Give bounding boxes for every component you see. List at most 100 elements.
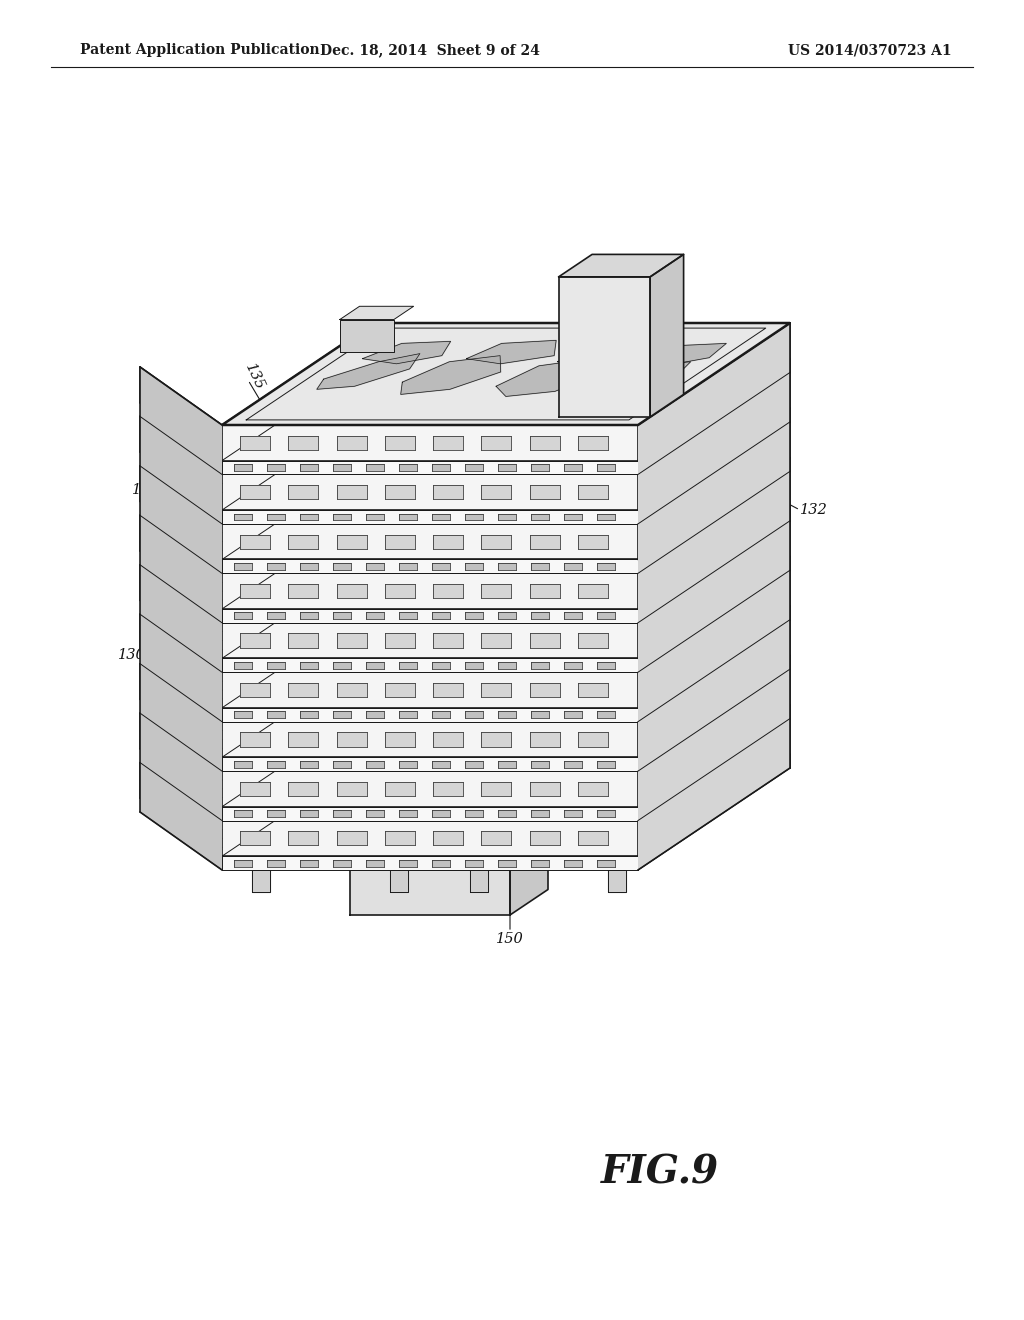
- Polygon shape: [337, 634, 367, 648]
- Polygon shape: [222, 623, 638, 659]
- Polygon shape: [531, 859, 549, 866]
- Polygon shape: [288, 634, 318, 648]
- Polygon shape: [432, 859, 451, 866]
- Polygon shape: [234, 513, 252, 520]
- Polygon shape: [498, 612, 516, 619]
- Polygon shape: [597, 859, 615, 866]
- Polygon shape: [465, 810, 483, 817]
- Polygon shape: [529, 535, 560, 549]
- Polygon shape: [385, 535, 415, 549]
- Polygon shape: [140, 664, 222, 758]
- Text: 135b: 135b: [417, 355, 445, 395]
- Polygon shape: [333, 562, 351, 570]
- Polygon shape: [222, 408, 790, 510]
- Polygon shape: [465, 760, 483, 768]
- Polygon shape: [234, 661, 252, 669]
- Polygon shape: [267, 810, 286, 817]
- Polygon shape: [333, 661, 351, 669]
- Polygon shape: [234, 859, 252, 866]
- Polygon shape: [140, 466, 222, 560]
- Polygon shape: [638, 323, 790, 870]
- Polygon shape: [366, 859, 384, 866]
- Polygon shape: [481, 535, 511, 549]
- Polygon shape: [481, 781, 511, 796]
- Polygon shape: [597, 562, 615, 570]
- Polygon shape: [399, 562, 418, 570]
- Polygon shape: [385, 832, 415, 846]
- Polygon shape: [333, 859, 351, 866]
- Polygon shape: [559, 255, 684, 277]
- Text: 132: 132: [800, 503, 827, 517]
- Polygon shape: [578, 436, 608, 450]
- Polygon shape: [465, 465, 483, 471]
- Polygon shape: [333, 760, 351, 768]
- Polygon shape: [234, 612, 252, 619]
- Polygon shape: [564, 562, 583, 570]
- Polygon shape: [433, 583, 463, 598]
- Polygon shape: [222, 609, 638, 623]
- Polygon shape: [399, 760, 418, 768]
- Polygon shape: [638, 471, 790, 609]
- Polygon shape: [222, 524, 638, 560]
- Polygon shape: [337, 436, 367, 450]
- Polygon shape: [578, 682, 608, 697]
- Polygon shape: [222, 323, 790, 425]
- Polygon shape: [400, 355, 501, 395]
- Polygon shape: [638, 655, 790, 771]
- Polygon shape: [564, 661, 583, 669]
- Polygon shape: [433, 733, 463, 747]
- Polygon shape: [465, 859, 483, 866]
- Polygon shape: [385, 733, 415, 747]
- Polygon shape: [222, 606, 790, 708]
- Polygon shape: [432, 513, 451, 520]
- Polygon shape: [222, 754, 790, 857]
- Polygon shape: [481, 436, 511, 450]
- Polygon shape: [300, 562, 318, 570]
- Polygon shape: [267, 760, 286, 768]
- Polygon shape: [222, 560, 638, 573]
- Polygon shape: [222, 758, 638, 771]
- Polygon shape: [432, 711, 451, 718]
- Polygon shape: [240, 436, 270, 450]
- Polygon shape: [288, 682, 318, 697]
- Polygon shape: [578, 733, 608, 747]
- Polygon shape: [433, 486, 463, 499]
- Text: US 2014/0370723 A1: US 2014/0370723 A1: [788, 44, 952, 57]
- Polygon shape: [340, 306, 414, 319]
- Polygon shape: [638, 521, 790, 659]
- Polygon shape: [140, 367, 222, 461]
- Polygon shape: [267, 711, 286, 718]
- Polygon shape: [222, 510, 638, 524]
- Polygon shape: [638, 718, 790, 857]
- Polygon shape: [564, 612, 583, 619]
- Polygon shape: [222, 708, 638, 722]
- Polygon shape: [650, 255, 684, 417]
- Polygon shape: [399, 810, 418, 817]
- Polygon shape: [510, 845, 548, 915]
- Text: 130b: 130b: [118, 648, 155, 663]
- Polygon shape: [333, 810, 351, 817]
- Polygon shape: [267, 661, 286, 669]
- Polygon shape: [267, 465, 286, 471]
- Polygon shape: [638, 372, 790, 510]
- Polygon shape: [498, 760, 516, 768]
- Polygon shape: [531, 760, 549, 768]
- Polygon shape: [240, 682, 270, 697]
- Polygon shape: [498, 859, 516, 866]
- Polygon shape: [432, 465, 451, 471]
- Polygon shape: [267, 612, 286, 619]
- Text: Patent Application Publication: Patent Application Publication: [80, 44, 319, 57]
- Polygon shape: [140, 614, 222, 708]
- Polygon shape: [240, 634, 270, 648]
- Polygon shape: [597, 810, 615, 817]
- Polygon shape: [267, 562, 286, 570]
- Polygon shape: [465, 711, 483, 718]
- Polygon shape: [350, 845, 548, 870]
- Polygon shape: [529, 436, 560, 450]
- Polygon shape: [466, 341, 556, 364]
- Polygon shape: [222, 659, 638, 672]
- Polygon shape: [140, 367, 222, 870]
- Polygon shape: [350, 870, 510, 915]
- Text: 135a: 135a: [479, 358, 508, 396]
- Polygon shape: [240, 832, 270, 846]
